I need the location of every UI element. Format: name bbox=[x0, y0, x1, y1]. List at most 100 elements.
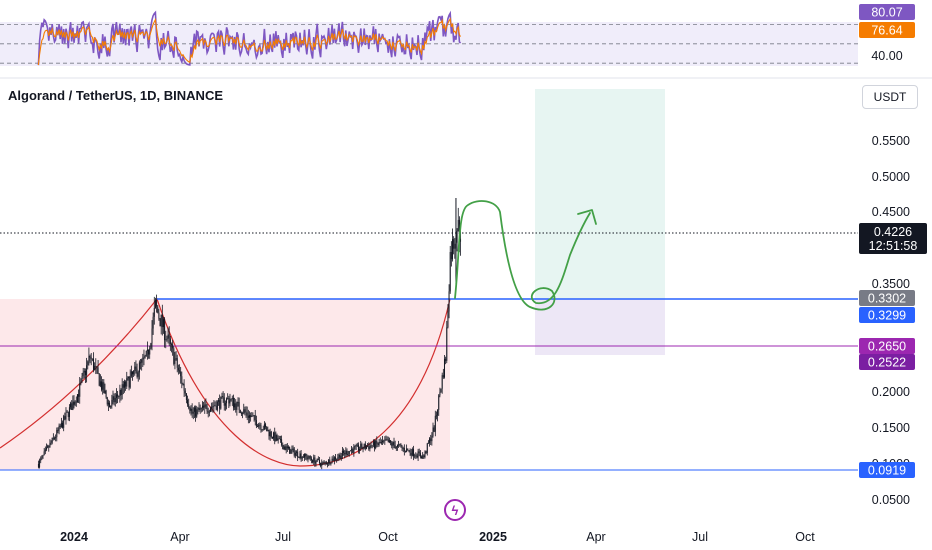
candle-body bbox=[82, 372, 84, 377]
candle-body bbox=[291, 449, 293, 451]
candle-body bbox=[433, 427, 435, 432]
candle-body bbox=[355, 444, 357, 447]
candle-body bbox=[362, 448, 364, 450]
candle-body bbox=[148, 349, 150, 355]
candle-body bbox=[138, 362, 140, 373]
candle-body bbox=[137, 372, 139, 377]
candle-body bbox=[374, 441, 376, 449]
candle-body bbox=[246, 412, 248, 416]
time-tick-label: Apr bbox=[170, 530, 189, 544]
candle-body bbox=[353, 446, 355, 453]
candle-body bbox=[242, 413, 244, 415]
candle-body bbox=[102, 382, 104, 390]
countdown-label: 12:51:58 bbox=[869, 239, 918, 253]
candle-body bbox=[265, 424, 267, 428]
candle-body bbox=[123, 381, 125, 388]
candle-body bbox=[161, 314, 163, 328]
candle-body bbox=[216, 401, 218, 410]
candle-body bbox=[92, 358, 94, 370]
candle-body bbox=[434, 415, 436, 432]
target-zone bbox=[535, 89, 665, 299]
candle-body bbox=[90, 357, 92, 359]
candle-body bbox=[276, 434, 278, 441]
candle-body bbox=[372, 441, 374, 446]
candle-body bbox=[298, 457, 300, 458]
candle-body bbox=[384, 439, 386, 441]
candle-body bbox=[189, 407, 191, 411]
candle-body bbox=[110, 405, 112, 408]
candle-body bbox=[94, 365, 96, 370]
candle-body bbox=[411, 449, 413, 456]
candle-body bbox=[75, 401, 77, 403]
candle-body bbox=[335, 457, 337, 460]
rsi-value-badge-label: 80.07 bbox=[871, 6, 902, 20]
candle-body bbox=[215, 405, 217, 410]
candle-body bbox=[326, 463, 328, 465]
candle-body bbox=[191, 408, 193, 414]
candle-body bbox=[352, 449, 354, 453]
candle-body bbox=[236, 401, 238, 410]
candle-body bbox=[421, 456, 423, 459]
candle-body bbox=[339, 454, 341, 459]
candle-body bbox=[345, 450, 347, 455]
candle-body bbox=[65, 412, 67, 420]
candle-body bbox=[336, 458, 338, 460]
candle-body bbox=[419, 453, 421, 457]
price-tick-label: 0.1500 bbox=[872, 421, 910, 435]
candle-body bbox=[257, 426, 259, 427]
candle-body bbox=[435, 415, 437, 417]
stop-zone bbox=[535, 299, 665, 355]
candle-body bbox=[343, 450, 345, 453]
price-level-badge bbox=[859, 354, 915, 370]
candle-body bbox=[159, 318, 161, 327]
candle-body bbox=[286, 446, 288, 449]
candle-body bbox=[91, 358, 93, 360]
candle-body bbox=[227, 398, 229, 399]
candle-body bbox=[302, 456, 304, 458]
candle-body bbox=[449, 252, 451, 292]
candle-body bbox=[149, 348, 151, 355]
rsi-value-badge bbox=[859, 4, 915, 20]
candle-body bbox=[45, 447, 47, 450]
price-tick-label: 0.0500 bbox=[872, 493, 910, 507]
candle-body bbox=[50, 442, 52, 444]
candle-body bbox=[283, 446, 285, 450]
candle-body bbox=[134, 366, 136, 372]
candle-body bbox=[141, 359, 143, 363]
candle-body bbox=[195, 407, 197, 417]
candle-body bbox=[118, 395, 120, 397]
candle-body bbox=[81, 376, 83, 382]
candle-body bbox=[199, 407, 201, 410]
candle-body bbox=[299, 453, 301, 458]
candle-body bbox=[71, 403, 73, 410]
candle-body bbox=[79, 383, 81, 397]
candle-body bbox=[37, 464, 39, 468]
candle-body bbox=[357, 444, 359, 451]
candle-body bbox=[259, 424, 261, 426]
candle-body bbox=[44, 449, 46, 452]
candle-body bbox=[62, 422, 64, 428]
candle-body bbox=[255, 420, 257, 427]
lightning-icon[interactable]: ϟ bbox=[444, 499, 466, 521]
candle-body bbox=[285, 446, 287, 450]
candle-body bbox=[267, 430, 269, 432]
candle-body bbox=[173, 348, 175, 364]
candle-body bbox=[126, 378, 128, 387]
candle-body bbox=[427, 442, 429, 444]
candle-body bbox=[270, 431, 272, 437]
candle-body bbox=[261, 429, 263, 431]
candle-body bbox=[274, 432, 276, 442]
candle-body bbox=[382, 440, 384, 443]
candle-body bbox=[105, 390, 107, 398]
price-level-badge bbox=[859, 307, 915, 323]
candle-body bbox=[364, 443, 366, 449]
candle-body bbox=[323, 461, 325, 463]
candle-body bbox=[162, 319, 164, 328]
time-axis[interactable]: 2024 Apr Jul Oct 2025 Apr Jul Oct bbox=[60, 530, 815, 544]
candle-body bbox=[337, 457, 339, 459]
candle-body bbox=[222, 396, 224, 398]
currency-selector[interactable]: USDT bbox=[862, 85, 918, 109]
candle-body bbox=[238, 402, 240, 411]
current-price-label: 0.4226 bbox=[874, 225, 912, 239]
